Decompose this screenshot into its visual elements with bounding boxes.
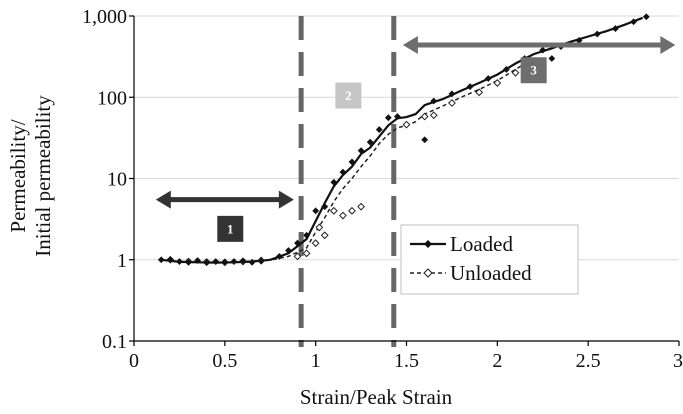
- unloaded-point-16: [420, 112, 429, 121]
- loaded-point-8: [230, 258, 238, 265]
- unloaded-point-8: [311, 239, 320, 248]
- x-tick-label-5: 2.5: [576, 350, 601, 372]
- x-tick-label-2: 1: [311, 350, 321, 372]
- loaded-point-6: [212, 258, 220, 265]
- zone-badge-3: 3: [520, 57, 547, 84]
- loaded-point-7: [221, 258, 229, 266]
- y-tick-label-1: 1: [117, 250, 127, 272]
- unloaded-point-15: [402, 120, 411, 129]
- x-axis-title: Strain/Peak Strain: [300, 385, 453, 409]
- arrow-head-right-2: [660, 35, 676, 54]
- loaded-point-25: [394, 113, 401, 120]
- x-tick-label-1: 0.5: [212, 350, 237, 372]
- zone-badge-1: 1: [217, 215, 244, 242]
- loaded-point-2: [176, 258, 183, 265]
- arrow-head-left-1: [155, 190, 171, 209]
- loaded-point-40: [642, 13, 650, 21]
- legend-label-unloaded: Unloaded: [450, 261, 532, 285]
- loaded-point-17: [321, 203, 329, 211]
- legend-box: [400, 224, 579, 295]
- loaded-point-38: [612, 25, 619, 32]
- zone-box-1: [217, 215, 244, 242]
- zone-box-3: [520, 57, 547, 84]
- x-tick-label-0: 0: [129, 350, 139, 372]
- loaded-point-20: [348, 158, 356, 166]
- loaded-point-28: [448, 90, 456, 98]
- zone-box-2: [335, 82, 362, 109]
- unloaded-point-19: [475, 88, 484, 97]
- y-axis-title-line-2: Initial permeability: [31, 95, 55, 257]
- x-tick-label-6: 3: [673, 350, 683, 372]
- zone-badge-2: 2: [335, 82, 362, 109]
- legend-loaded-marker: [424, 240, 432, 248]
- x-tick-label-3: 1.5: [394, 350, 419, 372]
- loaded-point-14: [294, 239, 301, 247]
- loaded-point-22: [366, 138, 374, 146]
- legend-unloaded-marker: [423, 268, 433, 278]
- region-arrow-1: [155, 190, 294, 209]
- axes: 0.1 1 10 100 1,000 0 0.5 1 1.5 2 2.5 3: [82, 6, 683, 372]
- loaded-point-27: [430, 97, 438, 105]
- zone-label-2: 2: [345, 88, 352, 103]
- arrow-head-right-1: [278, 190, 294, 209]
- y-tick-label-4: 1,000: [82, 6, 127, 28]
- loaded-point-34: [548, 55, 556, 62]
- unloaded-point-21: [511, 68, 520, 77]
- y-axis-title-line-1: Permeability/: [6, 119, 30, 232]
- loaded-point-9: [239, 257, 247, 265]
- loaded-point-31: [503, 66, 510, 73]
- zone-label-1: 1: [227, 221, 234, 236]
- loaded-point-30: [484, 75, 492, 82]
- loaded-point-23: [375, 126, 383, 133]
- data-series: [157, 13, 650, 267]
- loaded-point-26: [421, 136, 429, 144]
- loaded-point-1: [166, 256, 174, 264]
- unloaded-point-20: [493, 79, 502, 87]
- unloaded-point-9: [315, 223, 324, 232]
- legend-label-loaded: Loaded: [450, 232, 513, 256]
- region-annotations: 1 2 3: [155, 35, 676, 242]
- unloaded-point-7: [302, 249, 311, 258]
- unloaded-point-18: [448, 99, 456, 107]
- legend: Loaded Unloaded: [400, 224, 579, 295]
- loaded-point-13: [285, 247, 292, 254]
- loaded-point-29: [466, 83, 474, 91]
- region-arrow-2: [402, 35, 676, 54]
- y-tick-label-3: 100: [97, 87, 127, 109]
- unloaded-point-11: [329, 206, 338, 215]
- loaded-point-39: [630, 18, 637, 26]
- loaded-point-15: [303, 231, 310, 239]
- y-tick-label-0: 0.1: [102, 331, 127, 353]
- loaded-point-18: [330, 178, 338, 186]
- unloaded-point-13: [348, 206, 356, 215]
- loaded-point-0: [157, 256, 165, 264]
- zone-label-3: 3: [530, 63, 537, 78]
- loaded-point-12: [275, 252, 283, 260]
- loaded-point-11: [257, 257, 265, 265]
- loaded-point-3: [185, 258, 192, 266]
- loaded-point-24: [384, 114, 392, 122]
- unloaded-point-6: [293, 252, 302, 261]
- grid-lines: [134, 15, 679, 261]
- loaded-point-21: [357, 147, 365, 155]
- region-dividers: [298, 16, 397, 347]
- x-tick-label-4: 2: [492, 350, 502, 372]
- loaded-point-10: [248, 258, 256, 266]
- unloaded-point-17: [429, 111, 438, 120]
- loaded-point-36: [575, 37, 583, 44]
- loaded-point-37: [593, 30, 601, 38]
- y-tick-label-2: 10: [107, 169, 127, 191]
- loaded-point-16: [312, 207, 320, 215]
- unloaded-point-12: [339, 211, 347, 220]
- loaded-point-5: [203, 259, 211, 267]
- loaded-point-4: [194, 257, 201, 264]
- loaded-point-19: [339, 168, 347, 176]
- unloaded-point-10: [320, 231, 329, 240]
- loaded-point-33: [539, 46, 547, 54]
- unloaded-point-14: [357, 202, 365, 211]
- arrow-head-left-2: [402, 35, 418, 54]
